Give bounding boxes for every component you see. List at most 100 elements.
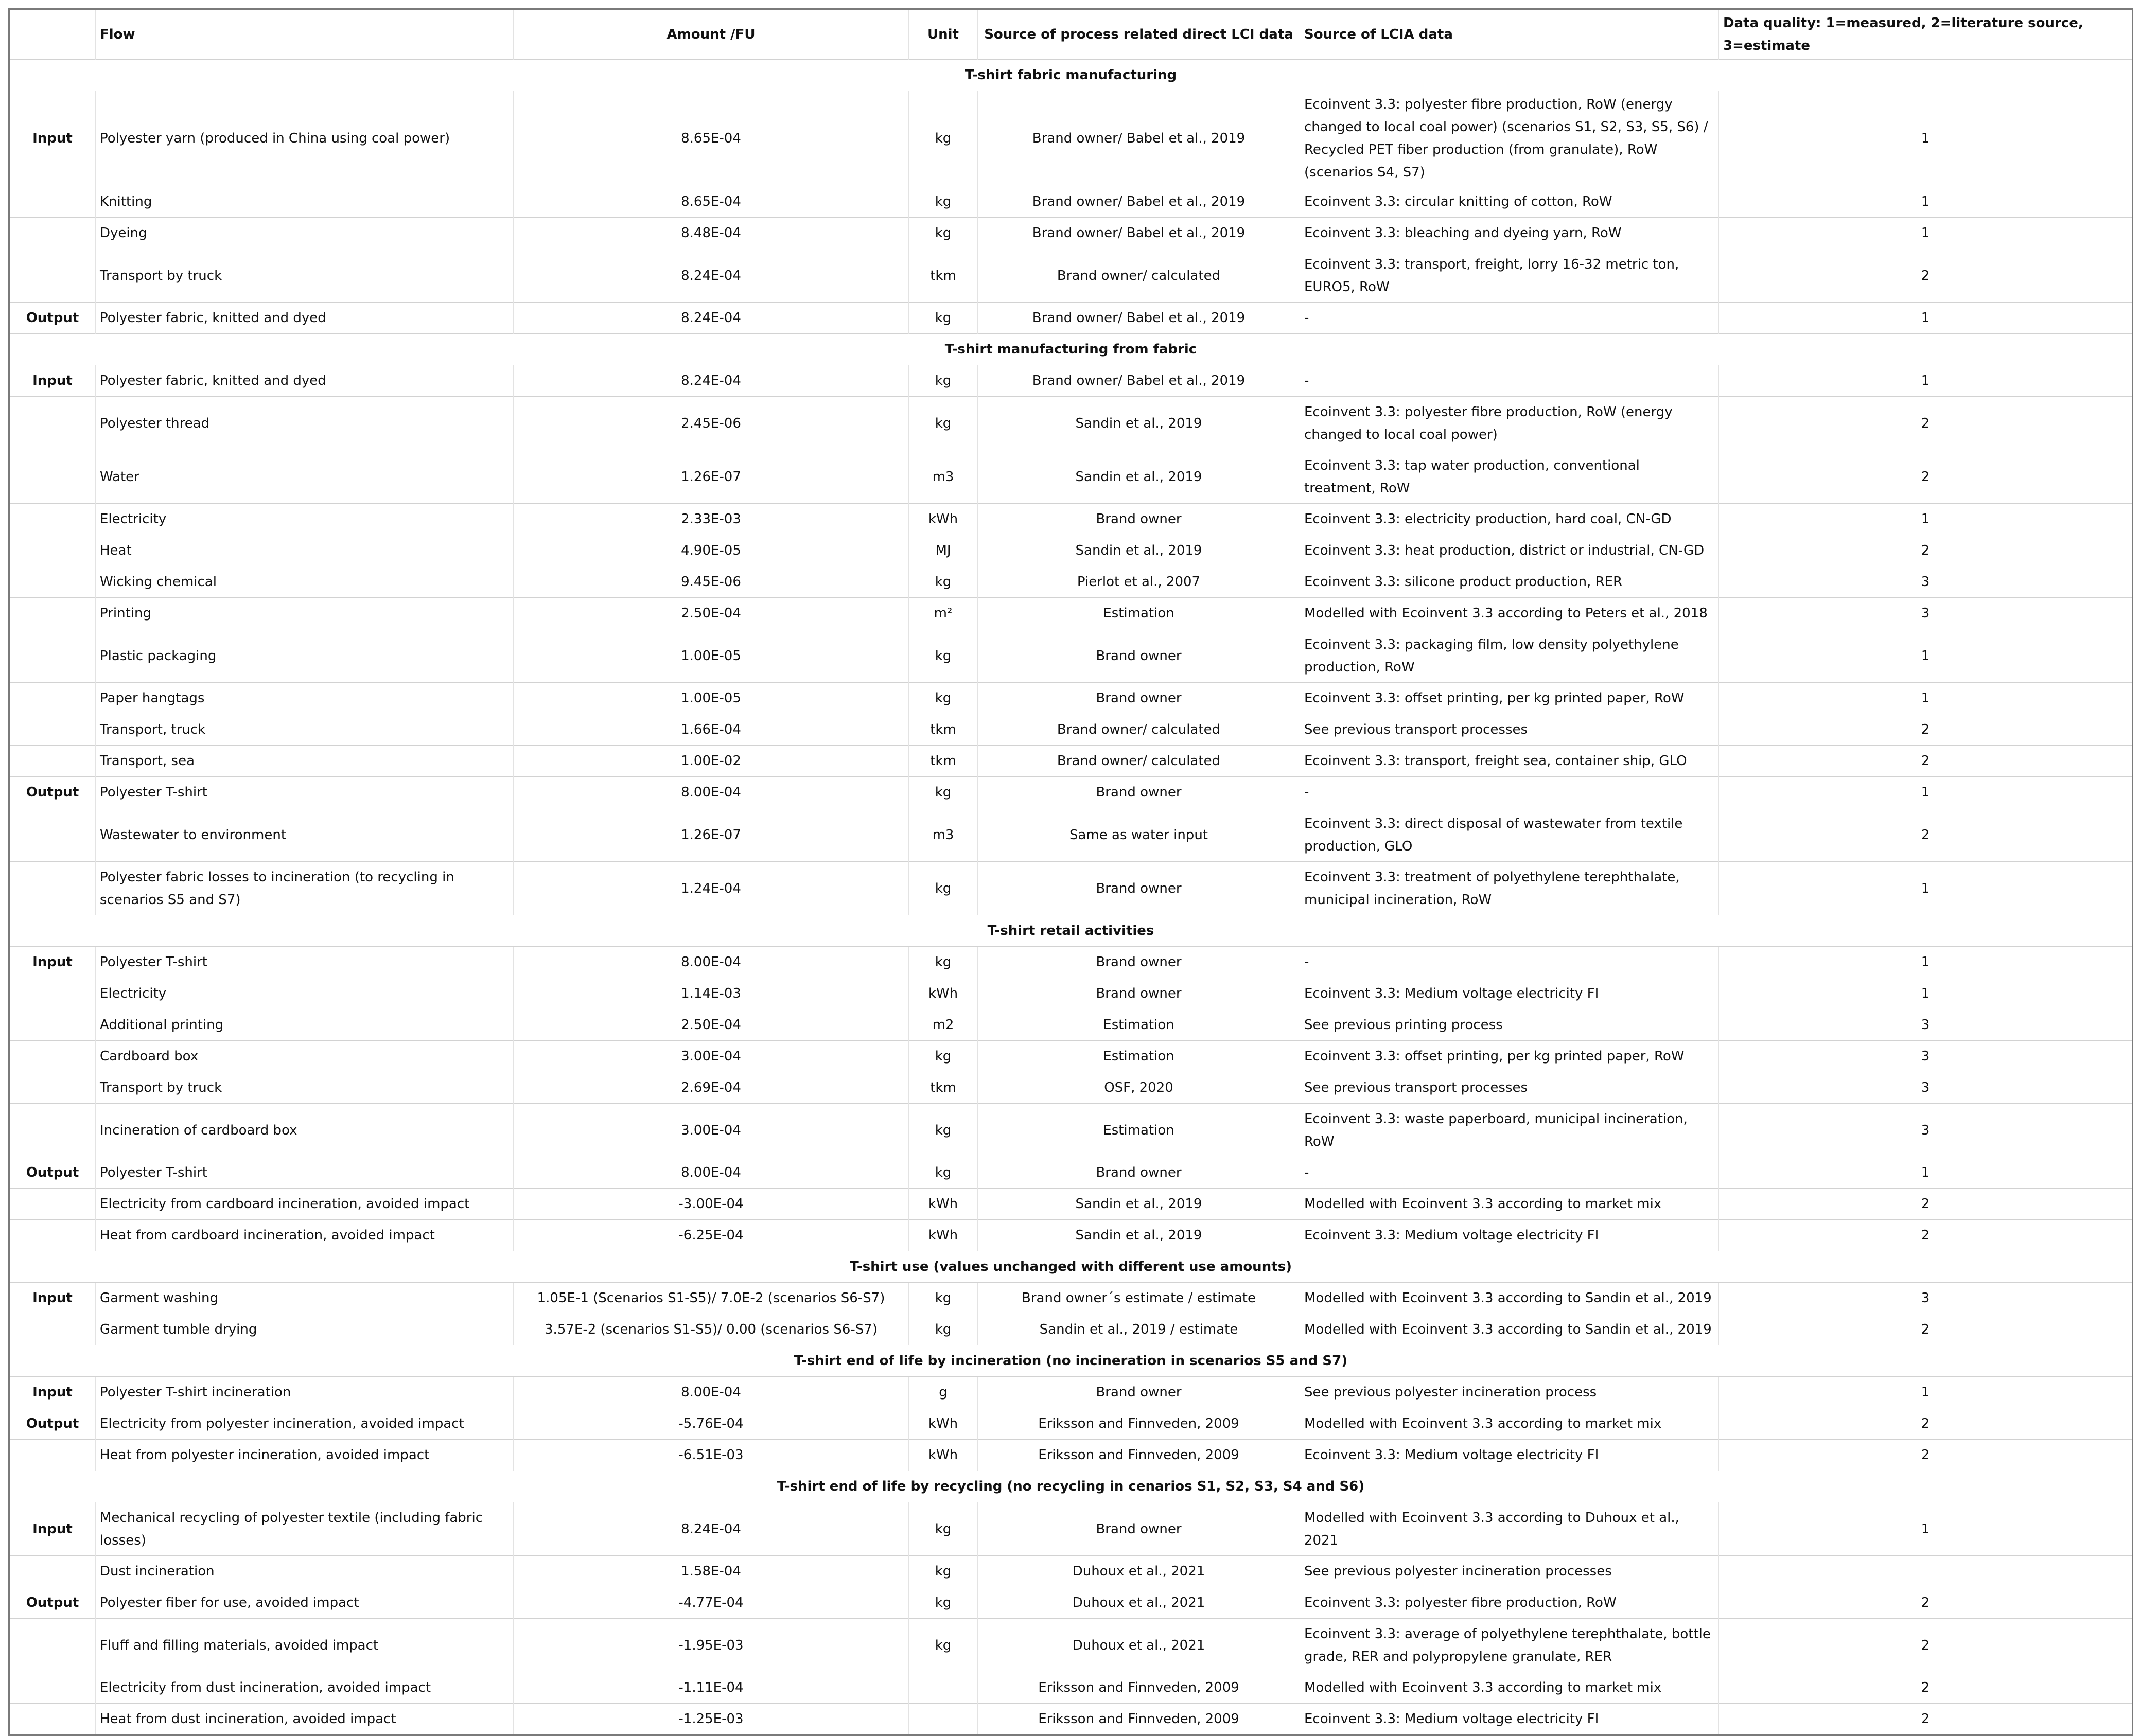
flow-cell: Additional printing [95,1009,514,1041]
amount-cell: -1.95E-03 [513,1618,909,1672]
amount-cell: -4.77E-04 [513,1587,909,1619]
role-cell: Input [9,1282,96,1314]
lcia-source-cell: See previous transport processes [1300,714,1719,746]
amount-cell: 2.33E-03 [513,503,909,535]
role-cell [9,808,96,862]
amount-cell: 8.24E-04 [513,302,909,334]
lci-source-cell: Same as water input [977,808,1300,862]
flow-cell: Electricity [95,978,514,1009]
lcia-source-cell: Ecoinvent 3.3: average of polyethylene t… [1300,1618,1719,1672]
table-row: Dust incineration 1.58E-04 kg Duhoux et al.… [9,1555,2133,1587]
amount-cell: 1.26E-07 [513,450,909,504]
role-cell [9,682,96,714]
unit-cell: kg [908,1157,978,1189]
lcia-source-cell: See previous polyester incineration proc… [1300,1555,1719,1587]
data-quality-cell: 2 [1718,1188,2133,1220]
section-header-row: T-shirt end of life by recycling (no rec… [9,1471,2133,1502]
lci-source-cell: Sandin et al., 2019 [977,396,1300,450]
unit-cell: kWh [908,1408,978,1440]
flow-cell: Transport by truck [95,1072,514,1104]
table-row: Input Polyester yarn (produced in China u… [9,91,2133,186]
lci-source-cell: Brand owner [977,978,1300,1009]
table-row: Transport, truck 1.66E-04 tkm Brand owner/ … [9,714,2133,746]
unit-cell: kg [908,946,978,978]
role-cell [9,1188,96,1220]
lcia-source-cell: Modelled with Ecoinvent 3.3 according to… [1300,1502,1719,1556]
lci-source-cell: Brand owner/ calculated [977,249,1300,303]
flow-cell: Polyester T-shirt [95,946,514,978]
flow-cell: Electricity [95,503,514,535]
lci-source-cell: Sandin et al., 2019 / estimate [977,1314,1300,1345]
lcia-source-cell: Ecoinvent 3.3: offset printing, per kg p… [1300,682,1719,714]
unit-cell: kg [908,629,978,683]
table-row: Output Polyester T-shirt 8.00E-04 kg Brand o… [9,776,2133,808]
lci-source-cell: Brand owner [977,1502,1300,1556]
lci-source-cell: Brand owner [977,776,1300,808]
lci-source-cell: Sandin et al., 2019 [977,450,1300,504]
table-row: Input Mechanical recycling of polyester t… [9,1502,2133,1556]
table-row: Plastic packaging 1.00E-05 kg Brand owner Ec… [9,629,2133,683]
flow-cell: Dyeing [95,217,514,249]
data-quality-cell: 2 [1718,1314,2133,1345]
unit-cell: kg [908,91,978,186]
lcia-source-cell: Ecoinvent 3.3: transport, freight, lorry… [1300,249,1719,303]
flow-cell: Electricity from dust incineration, avoi… [95,1672,514,1704]
unit-cell: kg [908,1282,978,1314]
amount-cell: 3.00E-04 [513,1103,909,1157]
unit-cell: g [908,1376,978,1408]
role-cell [9,535,96,566]
lci-source-cell: Eriksson and Finnveden, 2009 [977,1408,1300,1440]
unit-cell [908,1672,978,1704]
amount-cell: 3.57E-2 (scenarios S1-S5)/ 0.00 (scenari… [513,1314,909,1345]
flow-cell: Plastic packaging [95,629,514,683]
role-cell [9,1703,96,1735]
role-cell [9,745,96,777]
data-quality-cell: 2 [1718,1703,2133,1735]
unit-cell: kg [908,1587,978,1619]
unit-cell: kg [908,1040,978,1072]
flow-cell: Wastewater to environment [95,808,514,862]
lci-source-cell: Brand owner [977,946,1300,978]
amount-cell: 1.24E-04 [513,861,909,915]
role-cell: Input [9,91,96,186]
lci-source-cell: Brand owner [977,682,1300,714]
amount-cell: 8.24E-04 [513,365,909,397]
section-title: T-shirt manufacturing from fabric [9,333,2133,365]
lcia-source-cell: Modelled with Ecoinvent 3.3 according to… [1300,597,1719,629]
data-quality-cell: 1 [1718,503,2133,535]
role-cell [9,978,96,1009]
lci-source-cell: Brand owner [977,1376,1300,1408]
amount-cell: 1.26E-07 [513,808,909,862]
section-title: T-shirt retail activities [9,915,2133,947]
lci-source-cell: Duhoux et al., 2021 [977,1555,1300,1587]
amount-cell: 1.00E-05 [513,682,909,714]
table-row: Cardboard box 3.00E-04 kg Estimation Ecoinve… [9,1040,2133,1072]
lcia-source-cell: - [1300,365,1719,397]
table-row: Output Polyester T-shirt 8.00E-04 kg Brand o… [9,1157,2133,1189]
data-quality-cell: 3 [1718,1072,2133,1104]
lci-source-cell: Brand owner/ calculated [977,714,1300,746]
table-row: Output Polyester fiber for use, avoided i… [9,1587,2133,1619]
amount-cell: 8.65E-04 [513,91,909,186]
lcia-source-cell: Ecoinvent 3.3: electricity production, h… [1300,503,1719,535]
unit-cell: m² [908,597,978,629]
table-row: Input Polyester T-shirt incineration 8.00E… [9,1376,2133,1408]
unit-cell: tkm [908,249,978,303]
amount-cell: 1.00E-05 [513,629,909,683]
lci-source-cell: Brand owner/ Babel et al., 2019 [977,365,1300,397]
lcia-source-cell: Ecoinvent 3.3: waste paperboard, municip… [1300,1103,1719,1157]
role-cell [9,629,96,683]
lcia-source-cell: Modelled with Ecoinvent 3.3 according to… [1300,1314,1719,1345]
data-quality-cell: 2 [1718,249,2133,303]
lcia-source-cell: See previous printing process [1300,1009,1719,1041]
amount-cell: 8.00E-04 [513,776,909,808]
unit-cell: kg [908,186,978,218]
amount-cell: 2.45E-06 [513,396,909,450]
data-quality-cell [1718,1555,2133,1587]
lci-source-cell: Pierlot et al., 2007 [977,566,1300,598]
lci-source-cell: Estimation [977,1009,1300,1041]
header-row: Flow Amount /FU Unit Source of process r… [9,9,2133,60]
header-lci-source: Source of process related direct LCI dat… [977,9,1300,60]
data-quality-cell: 1 [1718,1157,2133,1189]
data-quality-cell: 2 [1718,1439,2133,1471]
